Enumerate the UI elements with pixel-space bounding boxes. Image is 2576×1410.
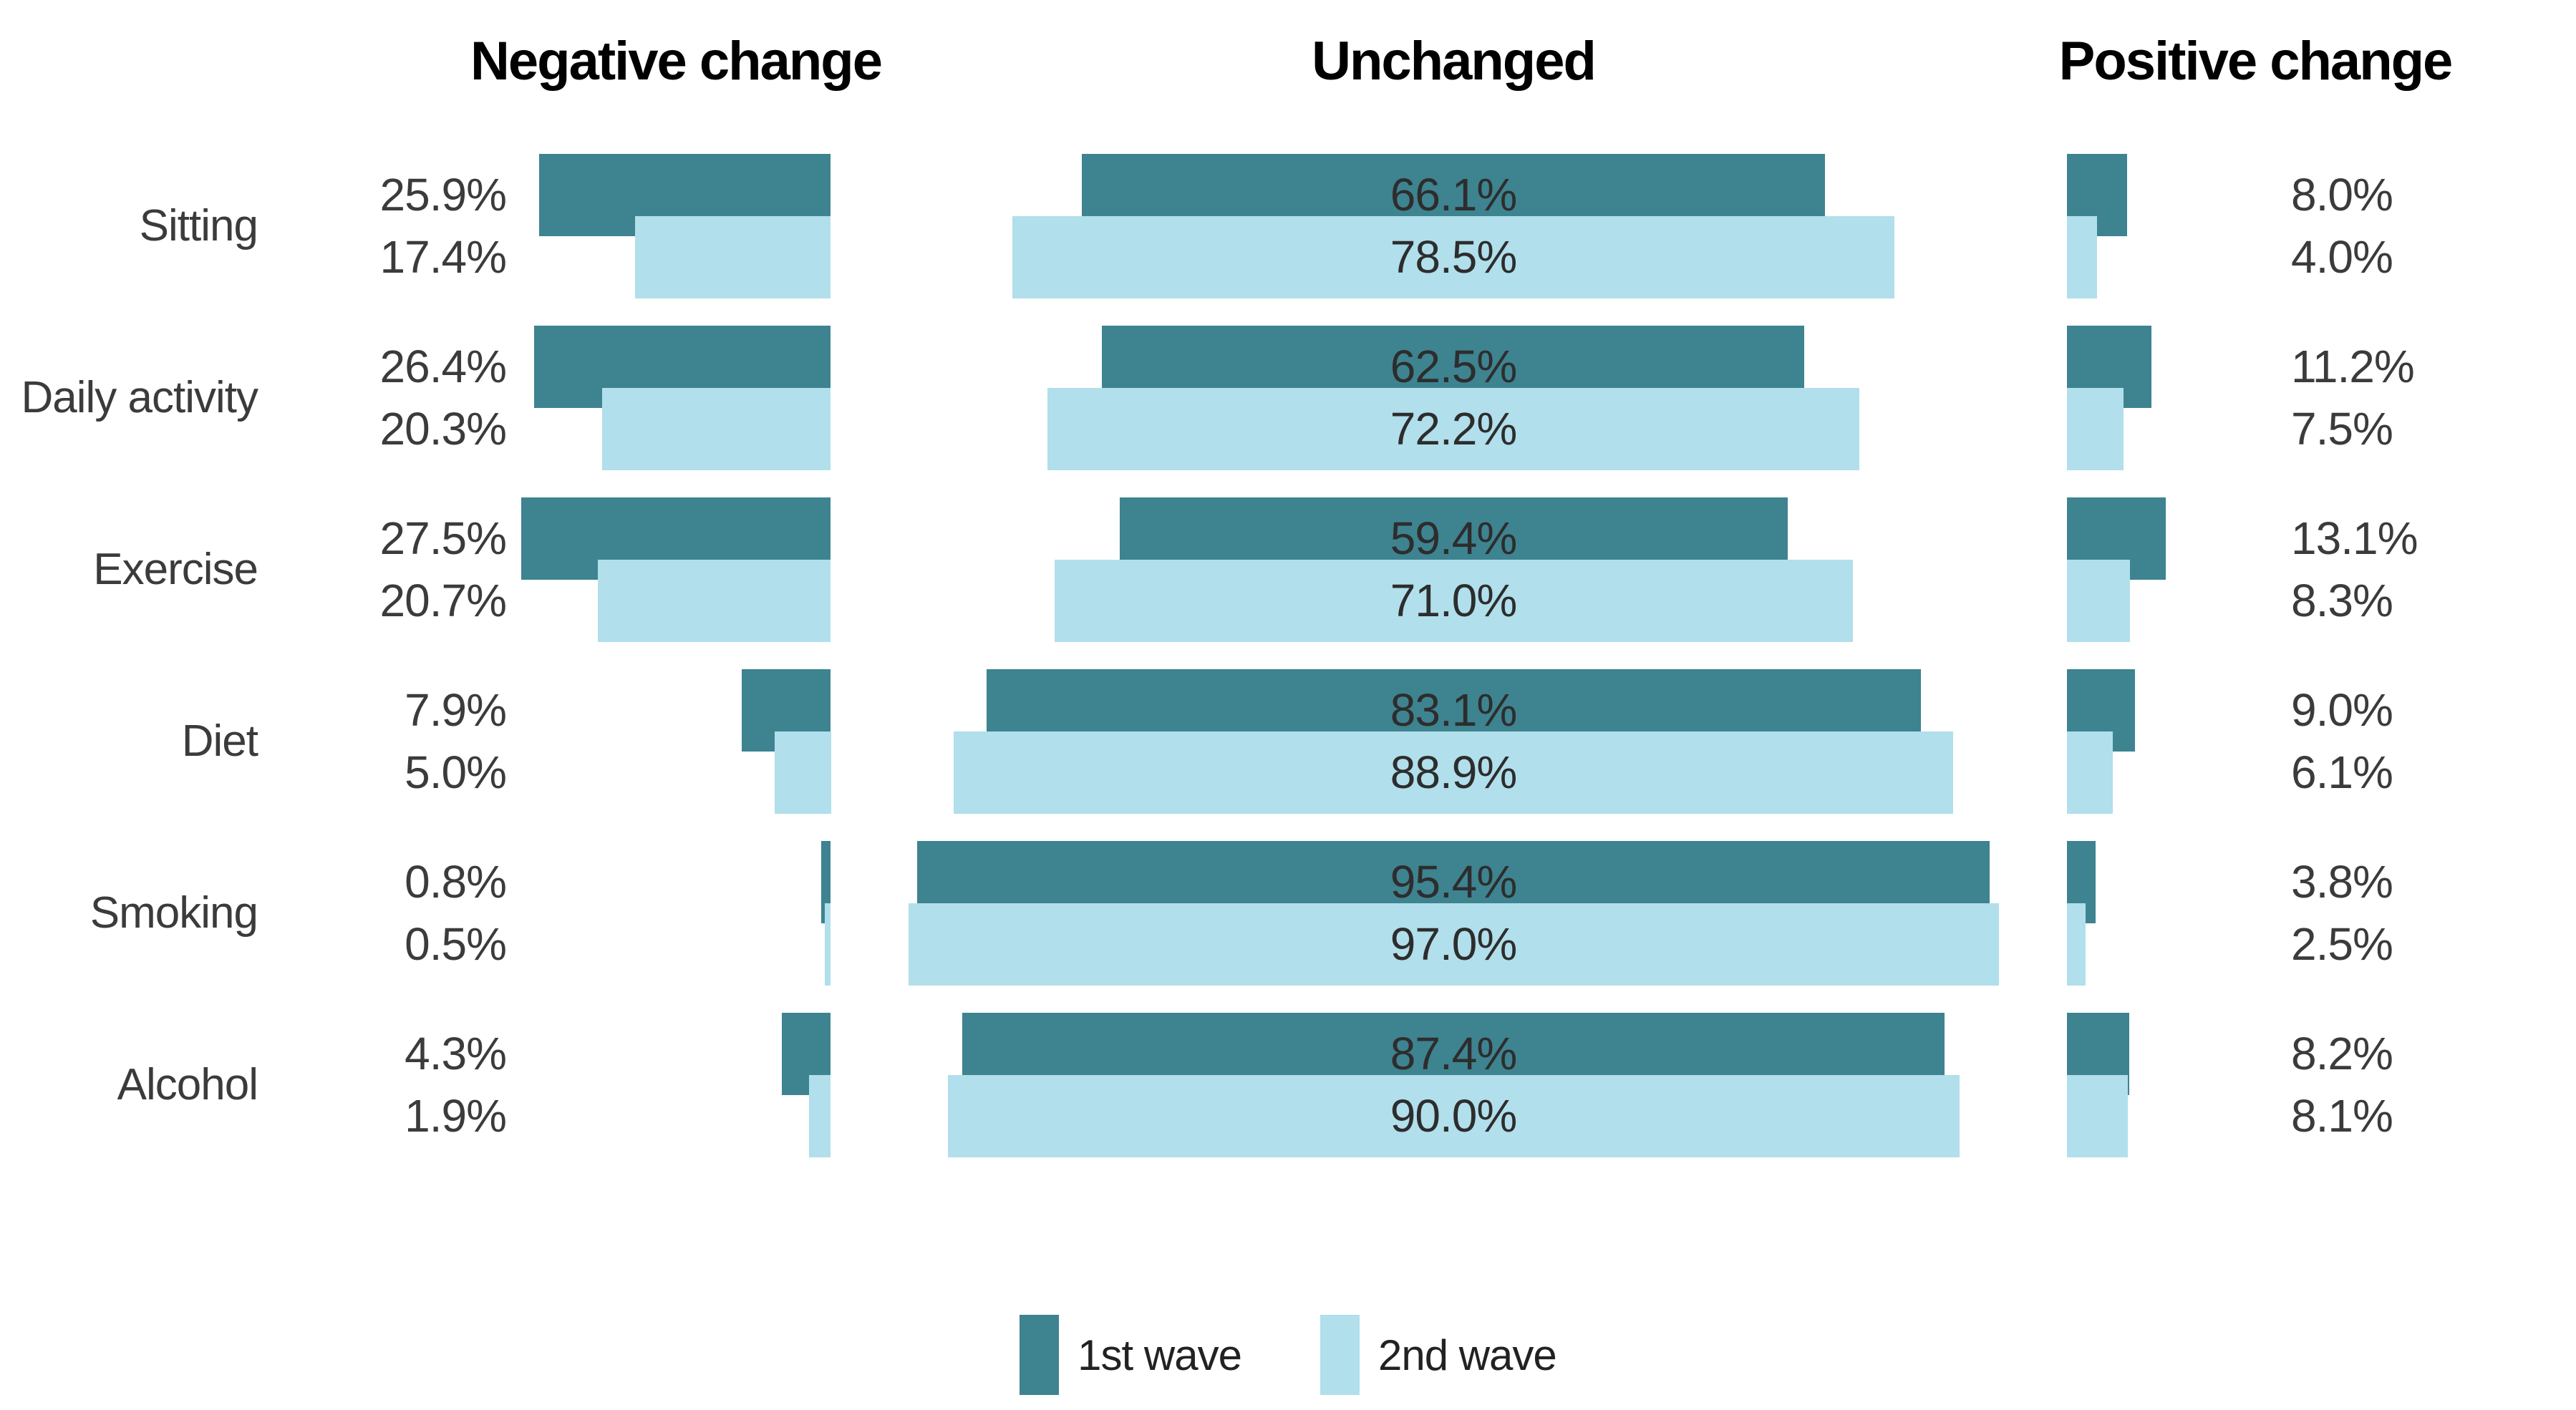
value-label-positive-1st-wave-diet: 9.0% [2291,684,2393,736]
value-label-positive-2nd-wave-sitting: 4.0% [2291,231,2393,283]
value-label-unchanged-1st-wave-alcohol: 87.4% [1390,1028,1517,1079]
value-label-unchanged-2nd-wave-diet: 88.9% [1390,747,1517,798]
value-label-positive-2nd-wave-exercise: 8.3% [2291,575,2393,626]
bar-negative-2nd-wave-diet [775,731,831,814]
value-label-negative-2nd-wave-daily-activity: 20.3% [379,403,507,454]
value-label-positive-2nd-wave-daily-activity: 7.5% [2291,403,2393,454]
value-label-negative-2nd-wave-smoking: 0.5% [405,918,507,970]
bar-unchanged-2nd-wave-alcohol [948,1075,1960,1157]
value-label-unchanged-1st-wave-sitting: 66.1% [1390,169,1517,220]
bar-positive-2nd-wave-daily-activity [2067,388,2124,470]
bar-unchanged-2nd-wave-smoking [909,903,1999,986]
legend-label-1st-wave: 1st wave [1078,1331,1242,1379]
value-label-positive-1st-wave-daily-activity: 11.2% [2291,341,2415,392]
bar-unchanged-2nd-wave-daily-activity [1047,388,1859,470]
value-label-unchanged-1st-wave-smoking: 95.4% [1390,856,1517,908]
bar-positive-2nd-wave-smoking [2067,903,2086,986]
category-label-sitting: Sitting [139,201,258,251]
bar-negative-2nd-wave-smoking [825,903,831,986]
bar-negative-2nd-wave-sitting [635,216,831,298]
facet-header-unchanged: Unchanged [1312,31,1597,92]
value-label-unchanged-1st-wave-diet: 83.1% [1390,684,1517,736]
value-label-negative-1st-wave-smoking: 0.8% [405,856,507,908]
bar-negative-2nd-wave-exercise [598,560,831,642]
bar-unchanged-2nd-wave-diet [954,731,1953,814]
bar-negative-1st-wave-smoking [821,841,831,923]
facet-header-negative-change: Negative change [470,31,883,92]
value-label-unchanged-1st-wave-daily-activity: 62.5% [1390,341,1517,392]
value-label-unchanged-2nd-wave-smoking: 97.0% [1390,918,1517,970]
bar-negative-2nd-wave-alcohol [809,1075,831,1157]
bar-positive-2nd-wave-exercise [2067,560,2130,642]
value-label-positive-1st-wave-exercise: 13.1% [2291,512,2418,564]
value-label-positive-1st-wave-smoking: 3.8% [2291,856,2393,908]
legend-item-1st-wave: 1st wave [1020,1315,1242,1395]
bar-unchanged-2nd-wave-exercise [1055,560,1853,642]
category-label-daily-activity: Daily activity [21,373,258,422]
bar-positive-2nd-wave-diet [2067,731,2113,814]
bar-positive-2nd-wave-sitting [2067,216,2097,298]
legend-item-2nd-wave: 2nd wave [1320,1315,1557,1395]
category-label-exercise: Exercise [93,545,258,594]
value-label-unchanged-2nd-wave-daily-activity: 72.2% [1390,403,1517,454]
value-label-positive-1st-wave-alcohol: 8.2% [2291,1028,2393,1079]
facet-header-positive-change: Positive change [2058,31,2454,92]
value-label-negative-2nd-wave-exercise: 20.7% [379,575,507,626]
bar-unchanged-2nd-wave-sitting [1012,216,1894,298]
value-label-positive-2nd-wave-alcohol: 8.1% [2291,1090,2393,1142]
value-label-negative-1st-wave-diet: 7.9% [405,684,507,736]
value-label-negative-1st-wave-alcohol: 4.3% [405,1028,507,1079]
value-label-negative-2nd-wave-alcohol: 1.9% [405,1090,507,1142]
legend-label-2nd-wave: 2nd wave [1377,1331,1557,1379]
value-label-negative-2nd-wave-sitting: 17.4% [379,231,507,283]
legend: 1st wave 2nd wave [0,1315,2576,1395]
value-label-positive-1st-wave-sitting: 8.0% [2291,169,2393,220]
value-label-unchanged-1st-wave-exercise: 59.4% [1390,512,1517,564]
category-label-alcohol: Alcohol [117,1060,258,1109]
value-label-unchanged-2nd-wave-alcohol: 90.0% [1390,1090,1517,1142]
legend-swatch-1st-wave [1020,1315,1060,1395]
bar-negative-2nd-wave-daily-activity [602,388,831,470]
value-label-negative-1st-wave-exercise: 27.5% [379,512,507,564]
category-label-smoking: Smoking [89,888,258,938]
value-label-positive-2nd-wave-smoking: 2.5% [2291,918,2393,970]
value-label-negative-2nd-wave-diet: 5.0% [405,747,507,798]
value-label-unchanged-2nd-wave-exercise: 71.0% [1390,575,1517,626]
bar-positive-2nd-wave-alcohol [2067,1075,2128,1157]
value-label-unchanged-2nd-wave-sitting: 78.5% [1390,231,1517,283]
value-label-negative-1st-wave-daily-activity: 26.4% [379,341,507,392]
value-label-negative-1st-wave-sitting: 25.9% [379,169,507,220]
legend-swatch-2nd-wave [1320,1315,1360,1395]
value-label-positive-2nd-wave-diet: 6.1% [2291,747,2393,798]
category-label-diet: Diet [181,716,258,766]
